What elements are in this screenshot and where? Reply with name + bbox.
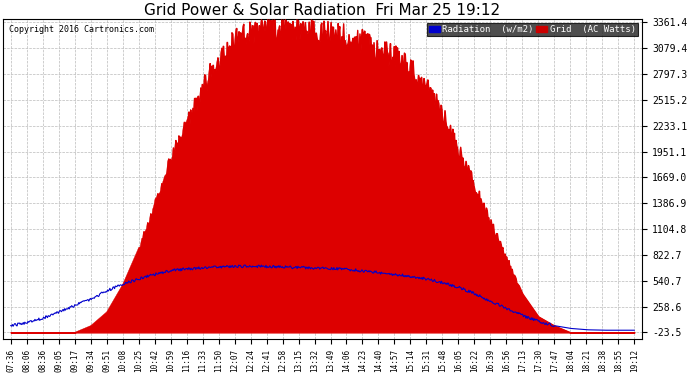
Legend: Radiation  (w/m2), Grid  (AC Watts): Radiation (w/m2), Grid (AC Watts) [427, 24, 638, 36]
Title: Grid Power & Solar Radiation  Fri Mar 25 19:12: Grid Power & Solar Radiation Fri Mar 25 … [144, 3, 500, 18]
Text: Copyright 2016 Cartronics.com: Copyright 2016 Cartronics.com [9, 26, 154, 34]
